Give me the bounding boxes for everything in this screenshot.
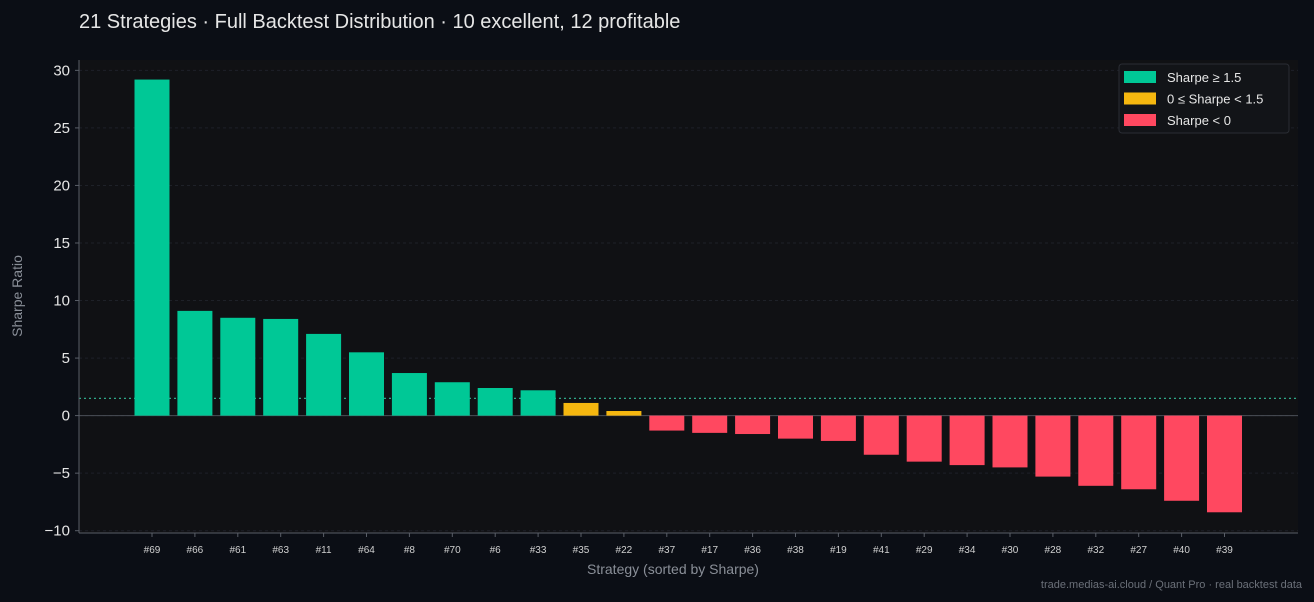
bar xyxy=(306,333,342,416)
bar xyxy=(949,415,985,466)
y-tick-label: 20 xyxy=(53,177,70,194)
y-axis-label: Sharpe Ratio xyxy=(9,255,25,337)
legend-box xyxy=(1118,63,1290,134)
bar xyxy=(220,317,256,416)
x-tick-label: #35 xyxy=(573,545,590,556)
x-tick-label: #30 xyxy=(1002,545,1019,556)
axes xyxy=(78,60,1298,534)
x-tick-label: #33 xyxy=(530,545,547,556)
y-tick-label: −10 xyxy=(45,523,70,540)
legend: Sharpe ≥ 1.5 0 ≤ Sharpe < 1.5 Sharpe < 0 xyxy=(1118,63,1290,134)
bar xyxy=(263,318,299,416)
x-tick-label: #69 xyxy=(144,545,161,556)
bar xyxy=(692,415,728,433)
y-tick-label: 5 xyxy=(62,350,70,367)
x-tick-label: #37 xyxy=(658,545,675,556)
bar xyxy=(520,390,556,416)
bar xyxy=(992,415,1028,468)
x-tick-label: #28 xyxy=(1045,545,1062,556)
bar xyxy=(391,373,427,416)
x-tick-label: #36 xyxy=(744,545,761,556)
plot-area xyxy=(79,60,1298,533)
x-tick-label: #22 xyxy=(616,545,633,556)
x-tick-label: #29 xyxy=(916,545,933,556)
x-tick-label: #66 xyxy=(187,545,204,556)
x-tick-label: #17 xyxy=(701,545,718,556)
x-axis-label: Strategy (sorted by Sharpe) xyxy=(587,561,759,577)
bar xyxy=(1035,415,1071,477)
x-tick-label: #19 xyxy=(830,545,847,556)
y-tick-label: 30 xyxy=(53,62,70,79)
bar xyxy=(434,382,470,416)
x-tick-label: #63 xyxy=(272,545,289,556)
y-tick-label: −5 xyxy=(53,465,70,482)
y-tick-label: 25 xyxy=(53,120,70,137)
bar xyxy=(1121,415,1157,490)
bar xyxy=(177,310,213,416)
x-tick-label: #64 xyxy=(358,545,375,556)
bar xyxy=(1164,415,1200,501)
x-tick-label: #40 xyxy=(1173,545,1190,556)
x-tick-label: #27 xyxy=(1130,545,1147,556)
x-tick-label: #32 xyxy=(1087,545,1104,556)
y-tick-label: 0 xyxy=(62,408,70,425)
chart-title: 21 Strategies · Full Backtest Distributi… xyxy=(79,11,680,33)
y-tick-label: 10 xyxy=(53,293,70,310)
x-tick-label: #11 xyxy=(316,545,332,556)
bar xyxy=(563,402,599,416)
x-tick-label: #39 xyxy=(1216,545,1233,556)
bars xyxy=(134,79,1242,513)
bar xyxy=(906,415,942,462)
legend-label: Sharpe < 0 xyxy=(1167,113,1231,128)
bar xyxy=(1078,415,1114,486)
x-tick-label: #38 xyxy=(787,545,804,556)
x-tick-label: #8 xyxy=(404,545,416,556)
bar xyxy=(735,415,771,435)
legend-swatch xyxy=(1124,114,1156,126)
legend-label: Sharpe ≥ 1.5 xyxy=(1167,70,1241,85)
x-tick-label: #34 xyxy=(959,545,976,556)
x-tick-label: #41 xyxy=(873,545,890,556)
x-tick-label: #70 xyxy=(444,545,461,556)
legend-swatch xyxy=(1124,92,1156,105)
bar xyxy=(606,411,642,416)
bar xyxy=(134,79,170,416)
legend-label: 0 ≤ Sharpe < 1.5 xyxy=(1167,92,1263,107)
x-tick-label: #6 xyxy=(490,545,502,556)
bar xyxy=(349,352,384,416)
bar xyxy=(863,415,899,455)
bar xyxy=(477,387,513,416)
credit-text: trade.medias-ai.cloud / Quant Pro · real… xyxy=(1041,579,1303,591)
y-ticks: −10 −5 0 5 10 15 20 25 30 xyxy=(45,62,79,540)
x-tick-label: #61 xyxy=(229,545,246,556)
legend-swatch xyxy=(1124,71,1156,83)
y-tick-label: 15 xyxy=(53,235,70,252)
bar xyxy=(778,415,813,439)
bar xyxy=(1207,415,1242,513)
bar xyxy=(820,415,856,441)
x-ticks: #69 #66 #61 #63 #11 #64 #8 #70 #6 #33 #35 #22 #37 #17… xyxy=(144,533,1233,556)
bar xyxy=(649,415,685,431)
